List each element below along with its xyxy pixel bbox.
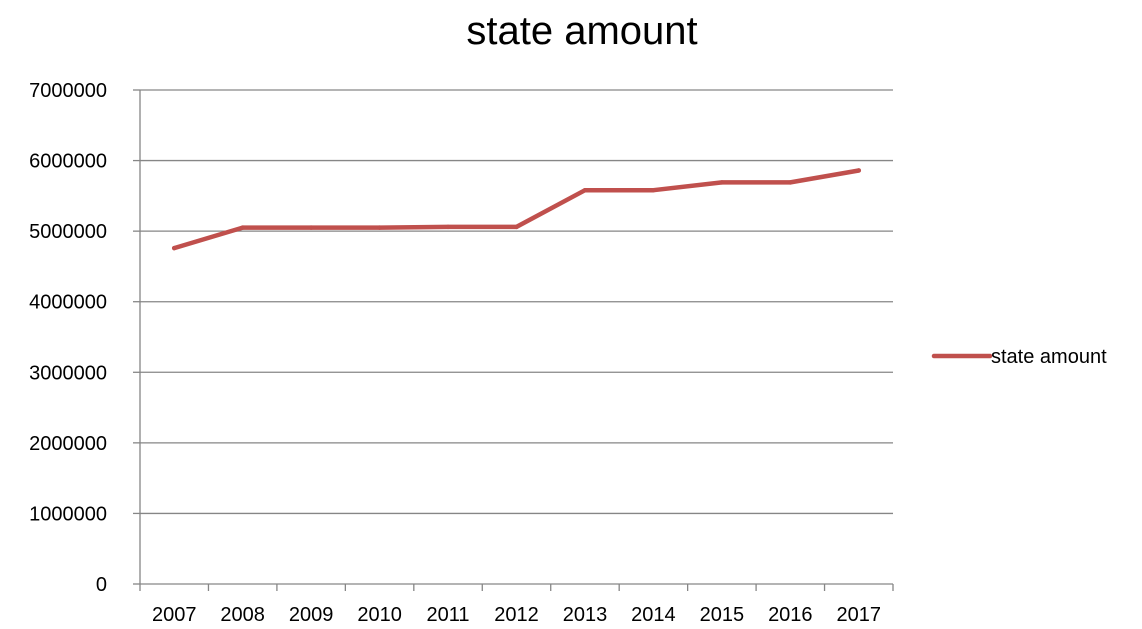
x-tick-label: 2008: [220, 604, 265, 626]
data-point: [240, 225, 245, 230]
data-point: [856, 168, 861, 173]
legend-label: state amount: [991, 346, 1107, 368]
data-point: [172, 245, 177, 251]
gridlines: [140, 89, 893, 515]
x-tick-label: 2013: [563, 604, 608, 626]
x-tick-label: 2011: [427, 604, 470, 626]
data-point: [308, 225, 314, 230]
x-tick-label: 2014: [631, 604, 676, 626]
series-line: [171, 168, 862, 251]
x-tick-label: 2016: [768, 604, 813, 626]
x-tick-label: 2010: [357, 604, 402, 626]
data-point: [582, 188, 588, 193]
legend: state amount: [931, 346, 1107, 368]
y-tick-label: 0: [96, 574, 107, 596]
x-tick-label: 2007: [152, 604, 197, 626]
chart-title: state amount: [466, 9, 697, 53]
data-point: [445, 224, 451, 230]
data-point: [377, 225, 382, 230]
y-tick-label: 3000000: [29, 362, 107, 384]
series-lines: [171, 168, 862, 251]
axes: [133, 89, 894, 591]
x-tick-label: 2015: [700, 604, 745, 626]
x-axis-tick-labels: 2007 2008 2009 2010 2011 2012 2013 2014 2015 2016…: [152, 604, 881, 626]
x-tick-label: 2012: [494, 604, 539, 626]
y-tick-label: 5000000: [29, 221, 107, 243]
data-point: [788, 180, 793, 185]
y-tick-label: 7000000: [29, 80, 107, 102]
data-point: [514, 224, 519, 230]
y-tick-label: 1000000: [29, 503, 107, 525]
y-tick-label: 2000000: [29, 433, 107, 455]
x-tick-label: 2009: [289, 604, 334, 626]
y-tick-label: 6000000: [29, 151, 107, 173]
data-point: [651, 188, 656, 193]
x-tick-label: 2017: [837, 604, 882, 626]
data-point: [719, 180, 725, 185]
y-axis-tick-labels: 0 1000000 2000000 3000000 4000000 5000000 6000…: [29, 80, 107, 596]
y-tick-label: 4000000: [29, 292, 107, 314]
